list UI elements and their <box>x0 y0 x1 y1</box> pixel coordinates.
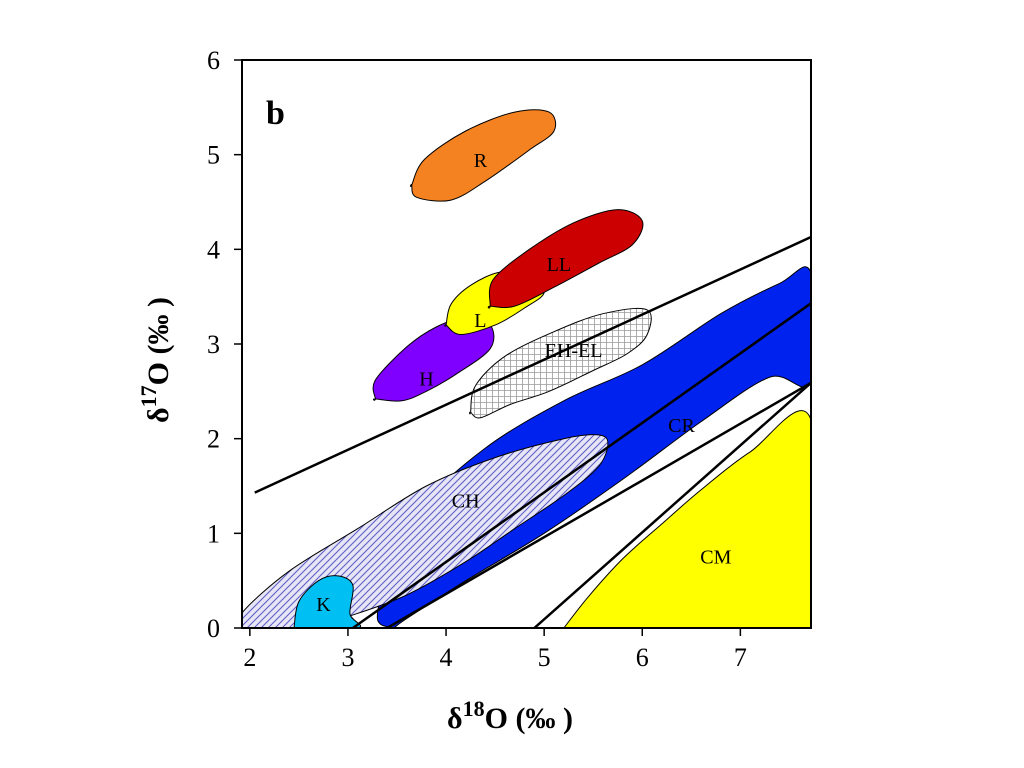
x-tick-label-7: 7 <box>734 643 747 672</box>
x-axis-title: δ18O (‰ ) <box>447 696 573 735</box>
region-label-cm: CM <box>700 546 731 568</box>
reference-line-3 <box>386 381 811 628</box>
y-tick-label-3: 3 <box>207 330 220 359</box>
x-tick-label-2: 2 <box>243 643 256 672</box>
y-tick-label-5: 5 <box>207 141 220 170</box>
region-eh-el <box>469 308 652 419</box>
lines-layer <box>254 235 811 628</box>
region-ll <box>487 209 644 309</box>
region-label-ch: CH <box>452 491 480 513</box>
y-axis: 0 1 2 3 4 5 6 <box>207 46 242 643</box>
region-h <box>372 316 495 402</box>
panel-label: b <box>266 95 285 132</box>
reference-line-1 <box>254 235 811 494</box>
region-r <box>410 109 557 202</box>
y-tick-label-4: 4 <box>207 235 220 264</box>
region-label-eh-el: EH-EL <box>545 340 603 362</box>
x-tick-label-3: 3 <box>341 643 354 672</box>
x-tick-label-4: 4 <box>440 643 453 672</box>
x-axis: 2 3 4 5 6 7 <box>243 628 747 672</box>
region-cm <box>547 410 811 628</box>
x-tick-label-6: 6 <box>636 643 649 672</box>
region-label-r: R <box>474 150 488 172</box>
region-label-l: L <box>474 310 486 332</box>
regions-layer <box>242 109 811 628</box>
region-k <box>289 575 362 628</box>
x-tick-label-5: 5 <box>538 643 551 672</box>
y-tick-label-0: 0 <box>207 614 220 643</box>
region-label-cr: CR <box>668 415 695 437</box>
region-label-ll: LL <box>547 254 571 276</box>
region-label-k: K <box>316 594 331 616</box>
reference-line-4 <box>533 381 811 628</box>
region-label-h: H <box>419 369 433 391</box>
y-tick-label-6: 6 <box>207 46 220 75</box>
y-axis-title: δ17O (‰ ) <box>136 297 175 423</box>
y-tick-label-1: 1 <box>207 519 220 548</box>
y-tick-label-2: 2 <box>207 425 220 454</box>
reference-line-2 <box>352 302 811 628</box>
